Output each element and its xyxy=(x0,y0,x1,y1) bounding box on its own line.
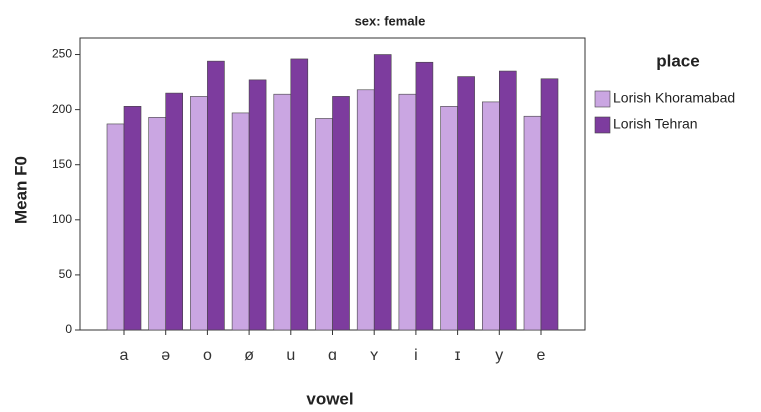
x-tick-label: ə xyxy=(161,347,170,364)
bar xyxy=(165,92,183,331)
x-tick-label: a xyxy=(120,347,129,364)
bar xyxy=(123,106,142,331)
bar xyxy=(290,58,309,331)
x-tick-label: ʏ xyxy=(370,347,379,364)
bar xyxy=(106,123,125,331)
bar xyxy=(148,117,166,331)
y-tick-label: 50 xyxy=(59,267,73,281)
bar xyxy=(481,101,500,331)
bar xyxy=(498,70,517,331)
y-tick-label: 0 xyxy=(65,322,72,336)
bar xyxy=(457,76,475,331)
x-tick-label: y xyxy=(495,347,503,364)
x-tick-label: o xyxy=(203,347,212,364)
y-tick-label: 150 xyxy=(52,157,72,171)
chart-title: sex: female xyxy=(355,13,426,28)
bar xyxy=(248,79,267,331)
bar xyxy=(332,96,350,331)
bar xyxy=(356,89,375,331)
legend-swatch xyxy=(594,90,611,108)
bar xyxy=(398,93,417,331)
bar xyxy=(315,118,333,331)
bar xyxy=(190,96,208,331)
y-tick-label: 200 xyxy=(52,102,72,116)
legend-title: place xyxy=(656,51,699,70)
bar xyxy=(207,60,225,331)
bar xyxy=(273,93,292,331)
bar xyxy=(440,106,458,331)
bar xyxy=(373,54,392,331)
legend-label: Lorish Khoramabad xyxy=(613,90,735,106)
x-axis-label: vowel xyxy=(306,389,353,408)
legend-swatch xyxy=(594,116,611,134)
x-tick-label: u xyxy=(286,347,295,364)
x-tick-label: i xyxy=(414,347,418,364)
y-axis-label: Mean F0 xyxy=(11,156,30,224)
x-tick-label: e xyxy=(537,347,546,364)
y-tick-label: 100 xyxy=(52,212,72,226)
bar xyxy=(231,112,250,331)
y-tick-label: 250 xyxy=(52,47,72,61)
x-tick-label: ø xyxy=(244,347,254,364)
bar xyxy=(540,78,559,331)
legend-label: Lorish Tehran xyxy=(613,116,698,132)
bar xyxy=(415,61,434,331)
x-tick-label: ɑ xyxy=(328,347,337,364)
bar xyxy=(523,115,542,331)
x-tick-label: ɪ xyxy=(455,347,461,364)
